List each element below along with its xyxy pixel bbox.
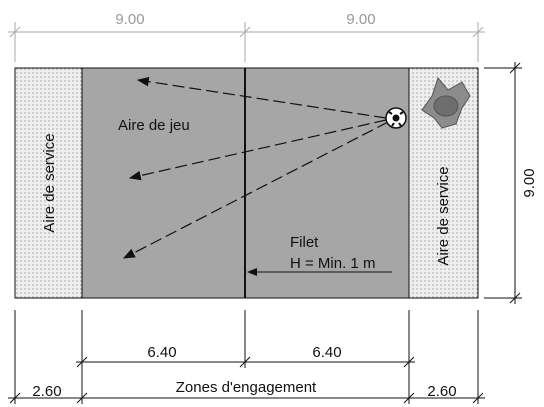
ball xyxy=(385,107,407,129)
dimension-label: 6.40 xyxy=(312,344,341,361)
dimension-label: 9.00 xyxy=(521,168,538,197)
side-dimension xyxy=(484,62,522,304)
net-label: Filet xyxy=(290,234,319,251)
dimension-label: 2.60 xyxy=(32,383,61,400)
trajectories xyxy=(122,76,389,259)
dimension-label: 9.00 xyxy=(346,11,375,28)
area-label: Aire de jeu xyxy=(118,117,190,134)
zones-label: Zones d'engagement xyxy=(176,379,317,396)
net-label: H = Min. 1 m xyxy=(290,255,375,272)
dimension-label: 2.60 xyxy=(427,383,456,400)
dimension-label: 9.00 xyxy=(115,11,144,28)
dimension-label: 6.40 xyxy=(147,344,176,361)
bottom-dimension xyxy=(8,310,485,404)
service-area xyxy=(14,67,83,299)
area-label: Aire de service xyxy=(435,166,452,265)
area-label: Aire de service xyxy=(41,133,58,232)
player xyxy=(421,76,471,129)
top-dimension xyxy=(8,22,485,62)
